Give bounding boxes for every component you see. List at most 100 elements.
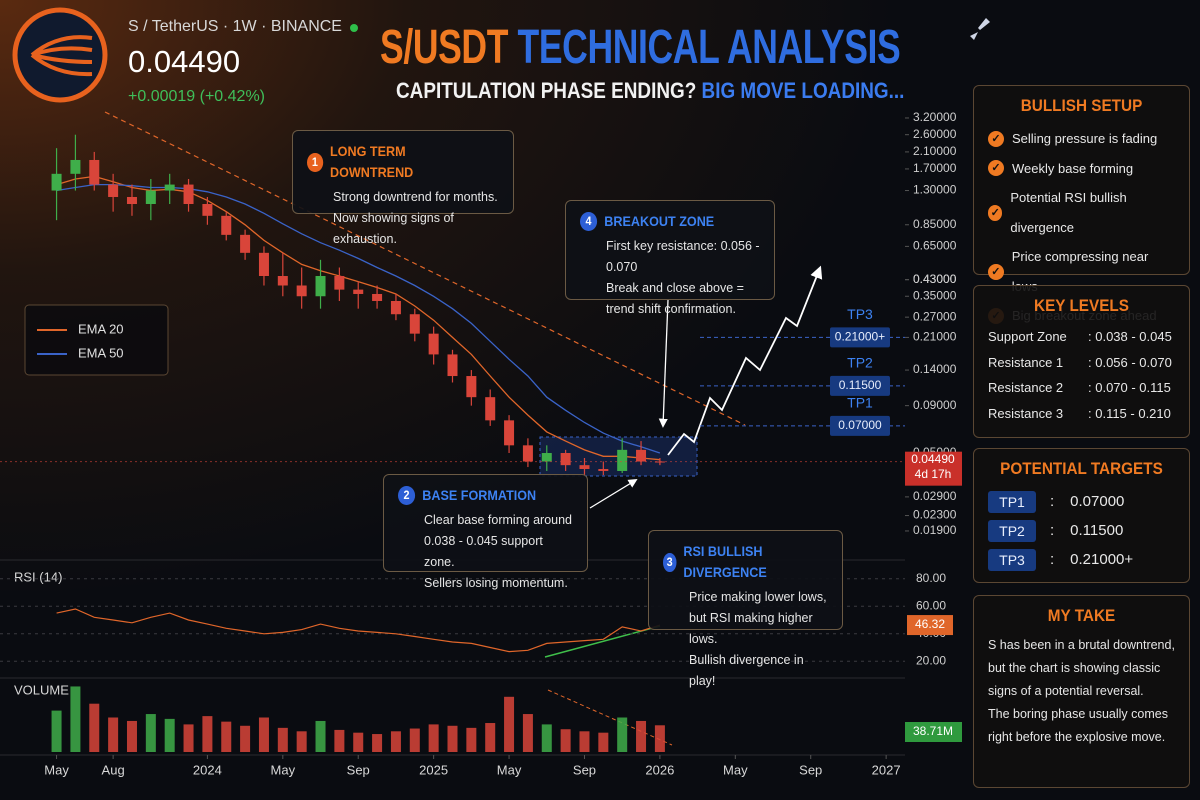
volume-bar — [541, 724, 552, 752]
annotation-number: 1 — [307, 152, 323, 172]
legend — [24, 304, 169, 376]
annotation: 4 BREAKOUT ZONE First key resistance: 0.05… — [565, 200, 775, 316]
volume-bar — [240, 725, 251, 752]
y-tick-label: 2.60000 — [913, 127, 957, 141]
price: 0.04490 — [128, 44, 241, 79]
y-tick-label: 3.20000 — [913, 110, 957, 124]
volume-bar — [183, 724, 194, 752]
y-tick-label: 0.85000 — [913, 217, 957, 231]
target-separator: : — [1050, 551, 1055, 568]
check-icon: ✓ — [988, 263, 1004, 280]
target-label-box — [830, 375, 890, 396]
x-tick-label: Aug — [102, 762, 125, 777]
take-line: right before the explosive move. — [988, 730, 1166, 744]
projection-path — [667, 265, 823, 456]
candle-body — [70, 159, 81, 174]
candle-body — [183, 184, 194, 204]
rsi-title: RSI (14) — [14, 569, 62, 584]
candle-body — [145, 190, 156, 204]
annotation-line: Price making lower lows, — [689, 590, 827, 604]
annotation-line: First key resistance: 0.056 - 0.070 — [606, 239, 760, 274]
panel-title: POTENTIAL TARGETS — [1000, 459, 1163, 478]
key-level-name: Resistance 1 — [988, 354, 1064, 370]
key-levels-panel: KEY LEVELS Support Zone: 0.038 - 0.045 Res… — [973, 285, 1190, 438]
volume-value: 38.71M — [913, 724, 953, 738]
x-tick-label: May — [44, 762, 69, 777]
candle-body — [353, 289, 364, 294]
x-tick-label: Sep — [573, 762, 596, 777]
volume-bar — [636, 720, 647, 752]
candle-body — [221, 215, 232, 235]
candle-body — [636, 449, 647, 462]
candle-body — [541, 453, 552, 462]
candle-body — [654, 461, 665, 463]
target-name: TP2 — [988, 519, 1036, 542]
y-tick-label: 0.02900 — [913, 489, 957, 503]
title-main: TECHNICAL ANALYSIS — [517, 21, 901, 74]
target-value: 0.21000+ — [1070, 551, 1134, 568]
ema-line — [56, 183, 661, 454]
x-tick-label: 2027 — [872, 762, 901, 777]
volume-bar — [334, 729, 345, 752]
y-tick-label: 0.21000 — [913, 330, 957, 344]
volume-value-box — [905, 722, 962, 742]
candle-body — [579, 465, 590, 469]
target-row: TP1:0.07000 — [988, 487, 1175, 516]
candle-body — [522, 445, 533, 462]
volume-bar — [89, 703, 100, 752]
take-line: signs of a potential reversal. — [988, 684, 1144, 698]
symbol: S / TetherUS · 1W · BINANCE — [128, 18, 342, 35]
annotation-line: Break and close above = — [606, 281, 744, 295]
bullish-panel: BULLISH SETUP ✓ Selling pressure is fading… — [973, 85, 1190, 324]
volume-bar — [164, 718, 175, 752]
take-line: The boring phase usually comes — [988, 707, 1168, 721]
callout-arrow — [658, 299, 669, 428]
y-tick-label: 1.30000 — [913, 183, 957, 197]
key-level-value: : 0.070 - 0.115 — [1088, 380, 1171, 395]
volume-title: VOLUME — [14, 682, 69, 697]
volume-bar — [126, 720, 137, 752]
target-row: TP2:0.11500 — [988, 516, 1175, 545]
annotation-line: trend shift confirmation. — [606, 302, 736, 316]
annotation-line: Now showing signs of exhaustion. — [333, 211, 454, 246]
candle-body — [409, 314, 420, 334]
x-tick-label: Sep — [799, 762, 822, 777]
annotation-line: Strong downtrend for months. — [333, 190, 498, 204]
candle-body — [89, 159, 100, 185]
take-line: but the chart is showing classic — [988, 661, 1161, 675]
annotation-line: 0.038 - 0.045 support zone. — [424, 534, 543, 569]
title: S/USDT TECHNICAL ANALYSIS — [380, 20, 901, 75]
panel-title: KEY LEVELS — [1034, 296, 1129, 315]
y-tick-label: 0.43000 — [913, 272, 957, 286]
targets-panel: POTENTIAL TARGETS TP1:0.07000 TP2:0.11500 T… — [973, 448, 1190, 583]
rsi-tick-label: 60.00 — [916, 598, 946, 612]
volume-bar — [145, 714, 156, 752]
panel-title: MY TAKE — [1047, 606, 1116, 625]
volume-bar — [447, 725, 458, 752]
rsi-tick-label: 80.00 — [916, 571, 946, 585]
annotation-line: Clear base forming around — [424, 513, 572, 527]
downtrend-line — [104, 111, 746, 426]
price-change: +0.00019 (+0.42%) — [128, 88, 265, 105]
key-level-name: Resistance 3 — [988, 405, 1064, 421]
key-level-name: Resistance 2 — [988, 380, 1064, 395]
target-label-box — [830, 415, 890, 436]
annotation-title: RSI BULLISH DIVERGENCE — [683, 543, 767, 580]
candle-body — [202, 203, 213, 216]
y-tick-label: 0.35000 — [913, 288, 957, 302]
target-label-box — [830, 327, 890, 348]
target-value: 0.07000 — [1070, 493, 1125, 510]
annotation-number: 2 — [398, 486, 416, 505]
annotation-line: Bullish divergence in play! — [689, 653, 804, 688]
take-panel: MY TAKE S has been in a brutal downtrend,… — [973, 595, 1190, 788]
volume-bar — [372, 734, 383, 752]
title-lead: S/USDT — [380, 21, 509, 74]
rsi-line — [56, 608, 661, 653]
volume-bar — [315, 720, 326, 752]
key-level-row: Resistance 1: 0.056 - 0.070 — [988, 350, 1175, 376]
key-level-value: : 0.115 - 0.210 — [1088, 405, 1171, 421]
y-tick-label: 0.14000 — [913, 362, 957, 376]
annotation-line: Sellers losing momentum. — [424, 576, 568, 590]
legend-label: EMA 50 — [78, 345, 124, 360]
